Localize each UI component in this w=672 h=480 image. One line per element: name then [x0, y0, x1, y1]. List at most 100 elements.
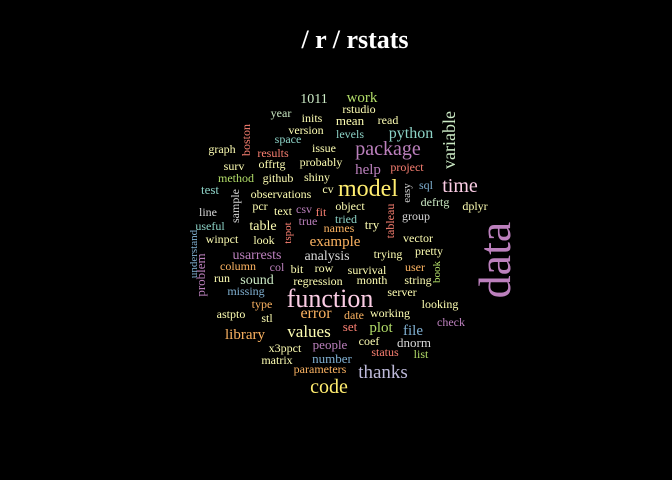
word-trying: trying: [374, 247, 403, 261]
word-problem: problem: [193, 253, 208, 296]
word-look: look: [253, 233, 274, 247]
word-help: help: [355, 162, 381, 178]
word-date: date: [344, 308, 364, 322]
word-pretty: pretty: [415, 244, 443, 258]
word-cv: cv: [322, 182, 333, 196]
word-code: code: [310, 376, 348, 398]
word-true: true: [299, 214, 318, 228]
word-github: github: [263, 171, 294, 185]
word-model: model: [338, 176, 398, 202]
word-names: names: [324, 221, 355, 235]
word-library: library: [225, 327, 265, 343]
word-sample: sample: [228, 189, 242, 223]
word-tried: tried: [335, 212, 357, 226]
word-csv: csv: [296, 202, 312, 216]
word-try: try: [365, 217, 380, 232]
word-parameters: parameters: [294, 362, 347, 376]
word-line: line: [199, 205, 217, 219]
word-plot: plot: [369, 320, 393, 336]
word-dnorm: dnorm: [397, 335, 431, 350]
word-function: function: [287, 284, 374, 313]
word-error: error: [300, 305, 332, 322]
word-inits: inits: [302, 111, 323, 125]
word-sound: sound: [240, 273, 273, 288]
word-work: work: [347, 90, 378, 106]
word-python: python: [389, 125, 433, 142]
word-looking: looking: [422, 297, 459, 311]
word-coef: coef: [359, 334, 380, 348]
word-boston: boston: [239, 124, 253, 156]
word-easy: easy: [401, 183, 413, 203]
word-check: check: [437, 315, 465, 329]
word-object: object: [335, 199, 365, 213]
word-observations: observations: [251, 187, 312, 201]
word-vector: vector: [403, 231, 433, 245]
word-matrix: matrix: [261, 353, 292, 367]
word-dplyr: dplyr: [462, 199, 487, 213]
word-stl: stl: [261, 311, 273, 325]
word-thanks: thanks: [358, 362, 408, 383]
word-data: data: [469, 222, 520, 299]
word-text: text: [274, 204, 293, 218]
word-rstudio: rstudio: [342, 102, 375, 116]
word-version: version: [288, 123, 323, 137]
word-string: string: [404, 273, 431, 287]
word-list: list: [414, 347, 429, 361]
word-winpct: winpct: [206, 232, 239, 246]
word-levels: levels: [336, 127, 364, 141]
word-understand: understand: [188, 229, 200, 278]
word-type: type: [252, 297, 273, 311]
word-space: space: [275, 132, 302, 146]
word-issue: issue: [312, 141, 336, 155]
word-useful: useful: [195, 219, 225, 233]
word-run: run: [214, 271, 230, 285]
word-surv: surv: [224, 159, 245, 173]
word-values: values: [287, 322, 330, 341]
word-astpto: astpto: [217, 307, 246, 321]
word-fit: fit: [316, 205, 327, 219]
word-results: results: [257, 146, 289, 160]
word-month: month: [357, 273, 388, 287]
word-bit: bit: [291, 262, 304, 276]
word-probably: probably: [300, 155, 343, 169]
word-number: number: [312, 351, 352, 366]
word-method: method: [218, 171, 254, 185]
word-variable: variable: [439, 111, 459, 169]
word-mean: mean: [336, 113, 365, 128]
word-package: package: [355, 138, 421, 160]
word-row: row: [315, 261, 334, 275]
word-analysis: analysis: [304, 249, 349, 264]
word-survival: survival: [348, 263, 387, 277]
word-table: table: [249, 219, 276, 234]
word-pcr: pcr: [252, 199, 267, 213]
page-title: / r / rstats: [301, 25, 409, 54]
word-example: example: [310, 234, 361, 250]
word-1011: 1011: [300, 92, 327, 107]
word-working: working: [370, 306, 410, 320]
word-tspot: tspot: [282, 222, 294, 243]
word-file: file: [403, 323, 423, 339]
word-usarrests: usarrests: [233, 248, 282, 263]
word-tableau: tableau: [383, 204, 397, 239]
word-user: user: [405, 260, 425, 274]
word-col: col: [270, 260, 285, 274]
word-test: test: [201, 182, 219, 197]
word-time: time: [442, 175, 478, 197]
word-column: column: [220, 259, 256, 273]
word-status: status: [371, 345, 399, 359]
word-group: group: [402, 209, 430, 223]
word-people: people: [313, 337, 348, 352]
word-graph: graph: [208, 142, 235, 156]
word-read: read: [378, 113, 399, 127]
word-x3ppct: x3ppct: [269, 341, 302, 355]
word-shiny: shiny: [304, 170, 330, 184]
word-project: project: [390, 160, 424, 174]
word-regression: regression: [293, 274, 342, 288]
word-year: year: [271, 106, 292, 120]
word-server: server: [387, 285, 416, 299]
word-offrtg: offrtg: [258, 157, 285, 171]
word-defrtg: defrtg: [421, 195, 450, 209]
word-missing: missing: [227, 284, 264, 298]
